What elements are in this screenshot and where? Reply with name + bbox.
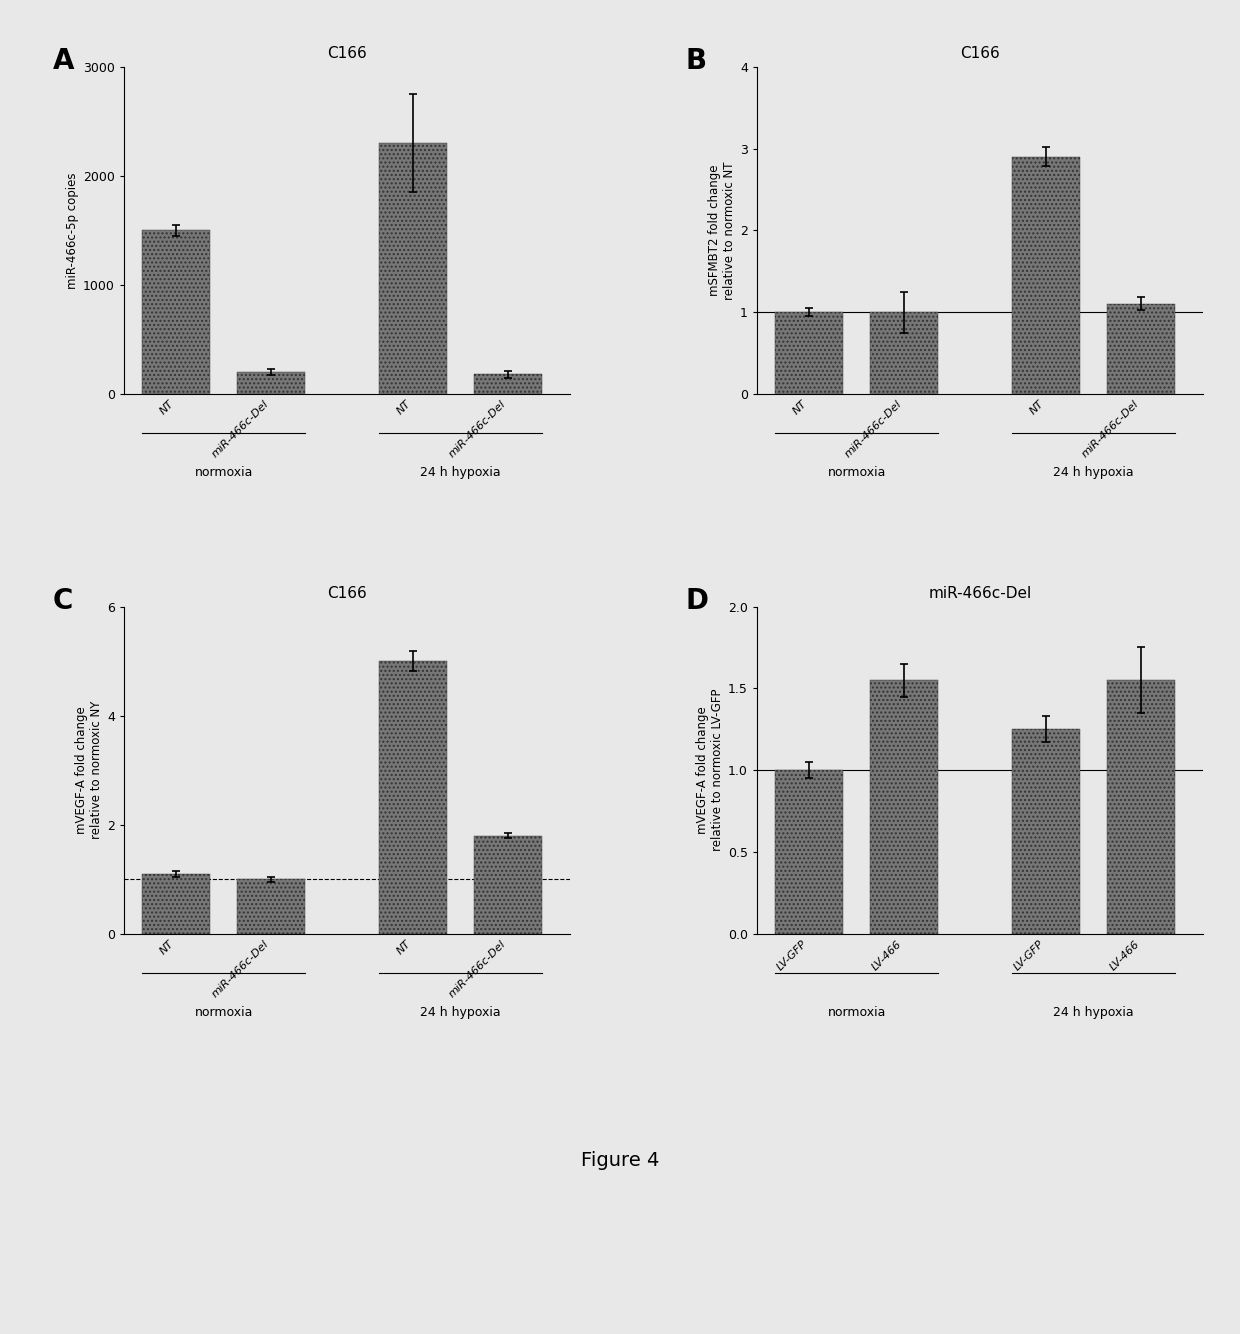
Text: D: D [686,587,709,615]
Y-axis label: mVEGF-A fold change
relative to normoxic NY: mVEGF-A fold change relative to normoxic… [74,700,103,839]
Bar [474,375,542,394]
Y-axis label: mVEGF-A fold change
relative to normoxic LV-GFP: mVEGF-A fold change relative to normoxic… [696,688,724,851]
Bar [1107,304,1176,394]
Bar [1107,680,1176,934]
Text: normoxia: normoxia [195,1006,253,1019]
Bar [237,879,305,934]
Bar [143,874,211,934]
Text: 24 h hypoxia: 24 h hypoxia [1054,466,1135,479]
Text: Figure 4: Figure 4 [580,1151,660,1170]
Text: normoxia: normoxia [195,466,253,479]
Bar [474,835,542,934]
Text: 24 h hypoxia: 24 h hypoxia [1054,1006,1135,1019]
Text: C: C [52,587,73,615]
Y-axis label: mSFMBT2 fold change
relative to normoxic NT: mSFMBT2 fold change relative to normoxic… [708,161,735,300]
Bar [870,680,939,934]
Bar [775,770,843,934]
Text: normoxia: normoxia [827,466,885,479]
Text: normoxia: normoxia [827,1006,885,1019]
Bar [870,312,939,394]
Bar [143,231,211,394]
Bar [1012,730,1080,934]
Text: A: A [52,47,74,75]
Title: C166: C166 [327,47,367,61]
Bar [775,312,843,394]
Text: 24 h hypoxia: 24 h hypoxia [420,1006,501,1019]
Title: C166: C166 [327,586,367,602]
Bar [1012,156,1080,394]
Title: C166: C166 [960,47,999,61]
Bar [237,372,305,394]
Bar [379,662,448,934]
Title: miR-466c-Del: miR-466c-Del [929,586,1032,602]
Text: B: B [686,47,707,75]
Text: 24 h hypoxia: 24 h hypoxia [420,466,501,479]
Y-axis label: miR-466c-5p copies: miR-466c-5p copies [66,172,79,288]
Bar [379,143,448,394]
